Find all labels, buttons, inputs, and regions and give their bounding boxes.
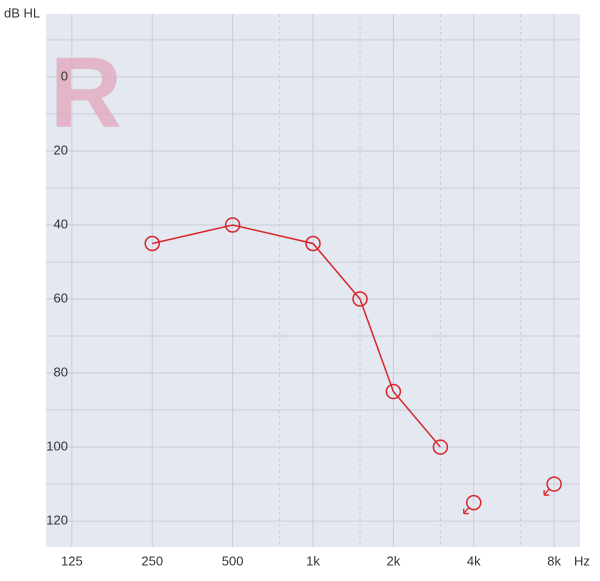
y-tick-label: 0: [61, 68, 68, 83]
no-response-arrow: [463, 507, 470, 515]
y-tick-label: 20: [54, 142, 68, 157]
x-axis-label: Hz: [574, 553, 590, 568]
y-tick-label: 60: [54, 290, 68, 305]
threshold-marker: [352, 291, 368, 307]
threshold-marker: [224, 217, 241, 233]
x-tick-label: 125: [61, 553, 83, 568]
y-tick-label: 80: [54, 364, 68, 379]
threshold-marker: [466, 494, 482, 511]
no-response-arrow: [543, 488, 550, 496]
x-tick-label: 1k: [306, 553, 320, 568]
y-axis-label: dB HL: [4, 5, 40, 20]
x-tick-label: 500: [222, 553, 244, 568]
threshold-marker: [432, 439, 449, 455]
x-tick-label: 2k: [387, 553, 401, 568]
watermark: R: [50, 36, 122, 148]
threshold-marker: [546, 476, 562, 492]
x-tick-label: 8k: [547, 553, 561, 568]
threshold-line: [152, 224, 441, 448]
threshold-marker: [144, 235, 160, 252]
threshold-marker: [385, 383, 402, 400]
y-tick-label: 100: [46, 439, 68, 454]
y-tick-label: 40: [54, 216, 68, 231]
x-tick-label: 4k: [467, 553, 481, 568]
x-tick-label: 250: [141, 553, 163, 568]
threshold-marker: [305, 235, 321, 252]
y-tick-label: 120: [46, 513, 68, 528]
